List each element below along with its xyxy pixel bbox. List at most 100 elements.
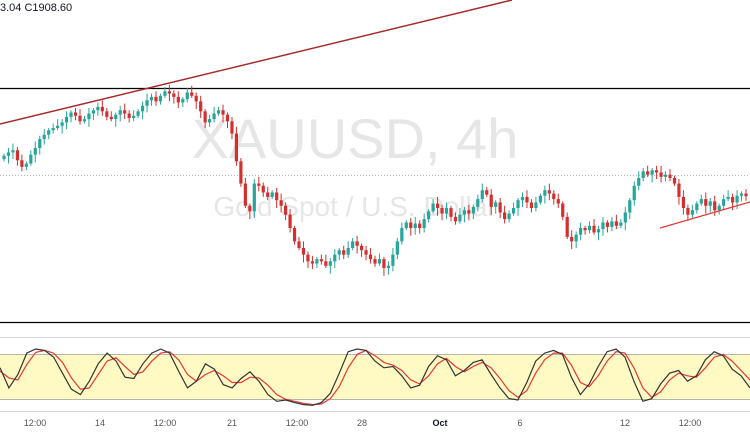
x-tick-label: Oct (432, 418, 447, 428)
candle-body (507, 213, 511, 220)
candle-body (136, 111, 140, 116)
candle-body (132, 115, 136, 118)
candle-body (51, 128, 55, 131)
candle-body (275, 192, 279, 201)
candle-body (511, 208, 516, 214)
candle-body (641, 171, 645, 178)
candle-body (355, 241, 359, 246)
candle-body (100, 106, 104, 112)
candle-body (427, 211, 431, 220)
candle-body (368, 254, 373, 260)
candle-body (485, 190, 489, 195)
candle-body (632, 185, 636, 201)
x-tick-label: 6 (517, 418, 522, 428)
candle-body (668, 174, 672, 178)
candle-body (672, 178, 677, 184)
candle-body (382, 259, 386, 268)
candle-body (596, 229, 601, 233)
candle-body (583, 228, 587, 231)
candle-body (33, 148, 37, 155)
candle-body (574, 234, 578, 242)
candle-body (561, 203, 565, 217)
x-tick-label: 12:00 (24, 418, 47, 428)
candle-body (386, 265, 391, 268)
candle-body (534, 202, 538, 208)
candle-body (279, 200, 283, 206)
candle-body (15, 150, 20, 161)
candle-body (587, 225, 592, 231)
candle-body (614, 221, 618, 226)
candle-body (435, 203, 440, 208)
candle-body (377, 259, 382, 264)
candle-body (695, 203, 699, 211)
candle-body (739, 193, 744, 196)
candle-body (395, 241, 399, 255)
candle-body (717, 205, 721, 211)
candle-body (105, 111, 109, 117)
candle-body (42, 134, 46, 140)
candle-body (266, 192, 270, 197)
candle-body (24, 163, 28, 167)
candle-body (565, 216, 569, 237)
candle-body (570, 236, 574, 242)
candle-body (605, 222, 610, 227)
candle-body (252, 183, 256, 212)
candle-body (400, 228, 404, 242)
candle-body (212, 113, 216, 120)
candle-body (87, 113, 91, 120)
candle-body (127, 113, 131, 118)
candle-body (96, 106, 100, 111)
candle-body (744, 193, 748, 197)
candle-body (592, 225, 596, 233)
candle-body (722, 199, 726, 206)
candle-body (243, 183, 247, 206)
candle-body (109, 116, 113, 120)
candle-body (225, 114, 230, 122)
candle-body (78, 115, 82, 122)
candle-body (114, 114, 118, 120)
candle-body (480, 190, 484, 200)
candle-body (167, 91, 171, 94)
candle-body (333, 254, 337, 262)
candle-body (297, 241, 301, 248)
candle-body (194, 95, 198, 102)
ohlc-readout: 3.04 C1908.60 (0, 2, 72, 14)
rising-support-trendline (659, 201, 750, 229)
candle-body (203, 111, 207, 123)
candle-body (158, 95, 163, 102)
candle-body (449, 208, 453, 217)
candle-body (489, 194, 493, 207)
candle-body (677, 183, 681, 197)
candle-body (503, 212, 507, 220)
candle-body (713, 201, 717, 211)
candle-body (690, 210, 694, 215)
candle-body (637, 178, 641, 186)
candle-body (38, 139, 42, 148)
candle-body (154, 96, 158, 102)
candle-body (288, 214, 292, 228)
candle-body (655, 170, 659, 173)
candle-body (556, 199, 560, 204)
candle-body (663, 174, 668, 177)
symbol-watermark: XAUUSD, 4h (192, 107, 519, 170)
candle-body (234, 133, 239, 162)
candle-body (418, 223, 422, 228)
candle-body (476, 199, 480, 207)
candle-body (315, 259, 319, 264)
x-tick-label: 28 (357, 418, 367, 428)
x-tick-label: 12:00 (679, 418, 702, 428)
candle-body (525, 196, 529, 203)
candle-body (628, 200, 632, 213)
stochastic-d-line (0, 349, 750, 406)
candle-body (185, 92, 189, 100)
candle-body (458, 214, 462, 222)
candle-body (11, 150, 15, 153)
candle-body (140, 105, 145, 112)
rising-trendline (0, 0, 513, 125)
candle-body (172, 93, 176, 97)
candle-body (47, 130, 51, 135)
candle-body (623, 212, 627, 223)
candle-body (431, 203, 435, 212)
